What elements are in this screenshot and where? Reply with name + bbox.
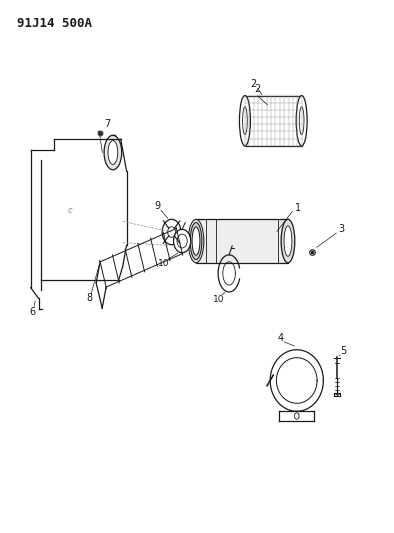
Ellipse shape xyxy=(188,219,204,263)
Ellipse shape xyxy=(296,95,307,146)
Circle shape xyxy=(162,219,181,245)
Bar xyxy=(196,219,288,263)
Text: 8: 8 xyxy=(86,293,93,303)
Ellipse shape xyxy=(104,135,122,169)
Ellipse shape xyxy=(108,141,118,165)
Bar xyxy=(245,95,302,146)
Text: 7: 7 xyxy=(104,119,111,128)
Text: 6: 6 xyxy=(30,306,36,317)
Text: 10: 10 xyxy=(158,260,169,268)
Ellipse shape xyxy=(192,227,200,255)
Ellipse shape xyxy=(281,219,295,263)
Ellipse shape xyxy=(243,107,247,134)
Text: 91J14 500A: 91J14 500A xyxy=(17,17,92,30)
Text: 4: 4 xyxy=(278,333,284,343)
Text: 10: 10 xyxy=(213,295,224,304)
Bar xyxy=(196,219,288,263)
Text: 5: 5 xyxy=(340,346,347,357)
Circle shape xyxy=(173,229,191,253)
Text: 9: 9 xyxy=(155,200,161,211)
Bar xyxy=(245,95,302,146)
Text: 2: 2 xyxy=(251,78,257,88)
Text: 2: 2 xyxy=(255,84,261,94)
Circle shape xyxy=(168,227,175,237)
Ellipse shape xyxy=(284,226,292,256)
Circle shape xyxy=(294,413,299,419)
Ellipse shape xyxy=(190,223,202,260)
Circle shape xyxy=(177,234,187,248)
Text: 1: 1 xyxy=(295,203,301,213)
Ellipse shape xyxy=(240,95,251,146)
Text: c: c xyxy=(67,206,72,215)
Text: 3: 3 xyxy=(339,224,345,235)
Ellipse shape xyxy=(299,107,304,134)
